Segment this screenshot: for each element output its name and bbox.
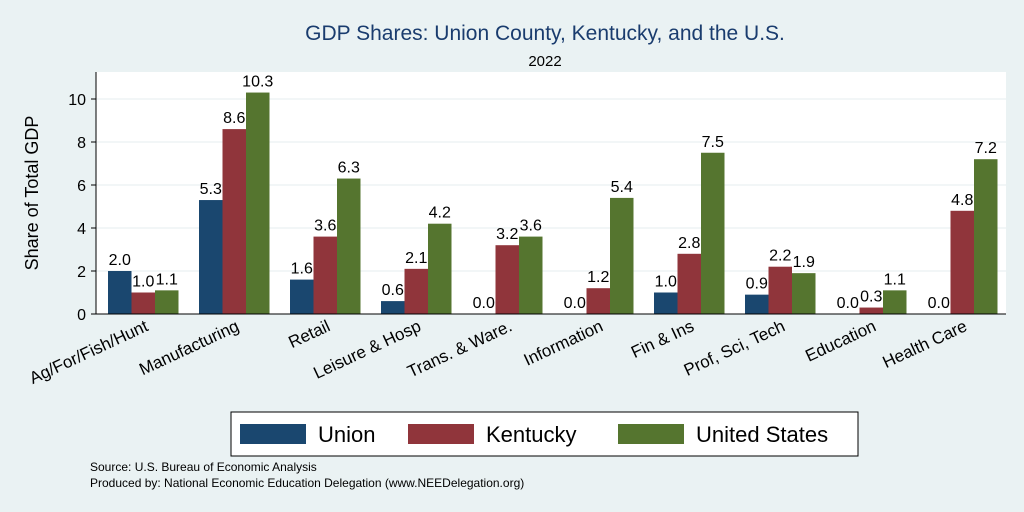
bar-kentucky [677,253,701,314]
value-label: 0.6 [382,282,404,299]
value-label: 10.3 [242,74,273,91]
x-tick-label: Health Care [880,316,970,372]
bar-united-states [610,197,634,314]
value-label: 1.2 [587,269,609,286]
x-tick-label: Trans. & Ware. [404,316,514,381]
bar-kentucky [131,292,155,314]
bar-kentucky [950,210,974,314]
legend-label: Union [318,422,375,447]
bar-kentucky [768,266,792,314]
value-label: 1.0 [655,274,677,291]
value-label: 7.2 [975,140,997,157]
bar-kentucky [495,245,519,314]
bar-united-states [519,236,543,314]
value-label: 1.0 [132,274,154,291]
bars-group [108,92,998,314]
y-tick-label: 0 [77,307,86,324]
x-tick-label: Ag/For/Fish/Hunt [26,316,151,388]
value-label: 2.1 [405,250,427,267]
value-label: 3.2 [496,226,518,243]
bar-kentucky [313,236,337,314]
x-tick-label: Manufacturing [136,316,242,379]
y-tick-label: 4 [77,221,86,238]
bar-united-states [428,223,452,314]
value-label: 5.4 [611,179,633,196]
bar-union [290,279,314,314]
bar-united-states [155,290,179,314]
bar-union [745,294,769,314]
value-label: 4.2 [429,205,451,222]
value-label: 1.6 [291,261,313,278]
value-label: 2.2 [769,248,791,265]
bar-union [381,301,405,314]
y-tick-label: 6 [77,178,86,195]
value-label: 0.0 [564,295,586,312]
value-label: 0.0 [473,295,495,312]
bar-union [108,271,132,314]
value-label: 0.3 [860,289,882,306]
bar-united-states [701,152,725,314]
x-tick-label: Fin & Ins [628,316,697,362]
bar-united-states [883,290,907,314]
source-line-2: Produced by: National Economic Education… [90,476,524,490]
value-labels-group: 2.01.0 1.15.38.610.31.63.66.30.62.14.20.0… [109,74,997,312]
chart-subtitle: 2022 [528,53,561,70]
x-tick-label: Education [802,316,879,365]
value-label: 7.5 [702,134,724,151]
source-line-1: Source: U.S. Bureau of Economic Analysis [90,460,317,474]
bar-united-states [246,92,270,314]
legend-swatch [408,424,474,444]
value-label: 1.1 [884,271,906,288]
value-label: 1.1 [156,271,178,288]
value-label: 0.0 [837,295,859,312]
y-tick-label: 8 [77,135,86,152]
bar-kentucky [859,307,883,314]
y-axis-label: Share of Total GDP [22,116,42,271]
bar-kentucky [586,288,610,314]
bar-kentucky [222,129,246,314]
chart-title: GDP Shares: Union County, Kentucky, and … [305,22,785,45]
bar-united-states [792,273,816,314]
bar-union [199,200,223,314]
x-tick-label: Information [521,316,606,369]
bar-union [654,292,678,314]
value-label: 0.0 [928,295,950,312]
x-tick-label: Prof, Sci, Tech [681,316,788,379]
legend: Union Kentucky United States [230,411,859,457]
legend-label: United States [696,422,828,447]
value-label: 8.6 [223,110,245,127]
y-ticks-group: 0 2 4 6 8 10 [68,92,96,324]
x-tick-label: Retail [286,316,333,352]
value-label: 3.6 [314,218,336,235]
value-label: 1.9 [793,254,815,271]
value-label: 2.8 [678,235,700,252]
legend-swatch [240,424,306,444]
value-label: 0.9 [746,276,768,293]
bar-united-states [974,159,998,314]
legend-label: Kentucky [486,422,577,447]
legend-box [230,411,859,457]
value-label: 4.8 [951,192,973,209]
value-label: 6.3 [338,160,360,177]
y-tick-label: 10 [68,92,86,109]
value-label: 2.0 [109,252,131,269]
y-tick-label: 2 [77,264,86,281]
legend-swatch [618,424,684,444]
value-label: 5.3 [200,181,222,198]
bar-united-states [337,178,361,314]
bar-kentucky [404,268,428,314]
value-label: 3.6 [520,218,542,235]
